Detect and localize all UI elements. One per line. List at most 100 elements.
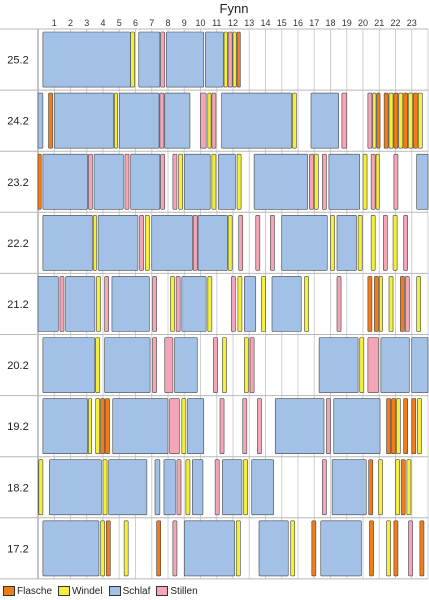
x-tick-label: 21 [374,18,384,28]
row-label: 18.2 [7,482,28,494]
event-bar-windel [408,92,413,149]
event-bar-flasche [413,92,418,149]
event-bar-schlaf [42,520,100,577]
event-bar-windel [388,276,394,332]
event-bar-windel [236,153,242,210]
event-bar-stillen [404,276,410,332]
event-bar-schlaf [187,398,205,455]
event-bar-windel [396,398,401,455]
event-bar-schlaf [271,276,302,332]
x-tick-label: 18 [325,18,335,28]
event-bar-schlaf [183,153,211,210]
event-bar-windel [237,276,243,332]
event-bar-schlaf [138,31,161,88]
event-bar-stillen [104,276,109,332]
event-bar-schlaf [49,459,102,516]
event-bar-schlaf [222,459,243,516]
event-bar-stillen [124,153,130,210]
event-bar-schlaf [42,31,131,88]
legend-item-windel: Windel [58,586,103,597]
event-bar-windel [398,92,404,149]
row-label: 25.2 [7,55,28,67]
event-bar-stillen [169,398,180,455]
x-tick-label: 2 [68,18,73,28]
event-bar-flasche [368,459,374,516]
event-bar-stillen [393,153,399,210]
event-bar-schlaf [221,92,292,149]
event-bar-stillen [164,337,174,393]
event-bar-windel [330,215,335,271]
x-tick-label: 9 [182,18,187,28]
x-tick-label: 6 [133,18,138,28]
legend-label: Schlaf [122,585,151,597]
event-bar-windel [261,276,266,332]
event-bar-stillen [231,276,236,332]
x-tick-label: 19 [342,18,352,28]
event-bar-schlaf [183,520,235,577]
row-label: 23.2 [7,177,28,189]
legend-swatch-stillen [156,586,169,596]
event-bar-windel [417,398,422,455]
event-bar-windel [304,276,309,332]
event-bar-flasche [105,398,110,455]
event-bar-schlaf [244,276,257,332]
day-row: 25.2 [0,28,428,88]
event-bar-schlaf [181,276,207,332]
event-bar-stillen [257,398,262,455]
event-bar-flasche [156,520,161,577]
event-bar-flasche [403,92,408,149]
event-bar-windel [102,459,108,516]
event-bar-schlaf [174,337,198,393]
x-tick-label: 7 [149,18,154,28]
legend-item-flasche: Flasche [3,586,52,597]
event-bar-windel [144,215,150,271]
event-bar-stillen [159,92,165,149]
event-bar-stillen [139,215,144,271]
x-tick-label: 8 [165,18,170,28]
event-bar-windel [243,459,248,516]
legend-swatch-schlaf [108,586,121,596]
event-bar-flasche [393,520,399,577]
event-bar-schlaf [318,337,359,393]
event-bar-stillen [172,520,178,577]
event-bar-windel [416,276,421,332]
event-bar-windel [222,337,227,393]
chart-title: Fynn [220,1,249,16]
event-bar-windel [290,520,296,577]
event-bar-windel [123,520,129,577]
event-bar-schlaf [253,153,309,210]
event-bar-schlaf [42,215,93,271]
event-bar-windel [232,31,237,88]
event-bar-windel [96,276,101,332]
event-bar-windel [244,337,249,393]
event-bar-schlaf [274,398,325,455]
event-bar-stillen [88,153,93,210]
event-bar-schlaf [331,459,367,516]
event-bar-schlaf [281,215,328,271]
event-bar-flasche [400,459,406,516]
event-bar-schlaf [118,92,160,149]
event-bar-schlaf [163,459,176,516]
event-bar-stillen [238,215,244,271]
event-bar-schlaf [218,153,236,210]
event-bar-windel [95,337,101,393]
day-row: 17.2 [0,517,428,577]
event-bar-flasche [236,31,241,88]
event-bar-schlaf [328,153,361,210]
event-bar-windel [372,92,377,149]
legend-item-schlaf: Schlaf [108,585,151,597]
row-label: 22.2 [7,238,28,250]
event-bar-stillen [175,276,181,332]
x-tick-label: 3 [84,18,89,28]
event-bar-stillen [214,459,220,516]
x-tick-label: 15 [277,18,287,28]
legend-label: Stillen [170,585,198,597]
event-bar-flasche [386,398,391,455]
day-row: 21.2 [0,272,428,332]
event-bar-flasche [100,398,105,455]
event-bar-windel [38,459,44,516]
event-bar-windel [388,92,394,149]
event-bar-stillen [370,153,376,210]
event-bar-stillen [176,459,182,516]
